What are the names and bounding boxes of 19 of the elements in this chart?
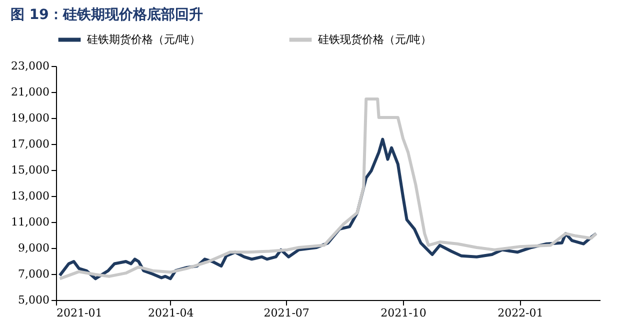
chart-title: 图 19：硅铁期现价格底部回升: [10, 6, 203, 23]
y-tick-label: 5,000: [18, 294, 50, 306]
legend-label: 硅铁期货价格（元/吨）: [86, 32, 201, 46]
y-tick-label: 19,000: [11, 112, 50, 124]
x-tick-label: 2021-01: [56, 306, 102, 320]
y-tick-label: 9,000: [18, 242, 50, 254]
x-tick-label: 2021-04: [148, 306, 194, 320]
y-tick-label: 13,000: [11, 190, 50, 202]
legend-label: 硅铁现货价格（元/吨）: [317, 32, 432, 46]
y-tick-label: 21,000: [11, 86, 50, 98]
x-tick-label: 2022-01: [498, 306, 544, 320]
line-series: [58, 98, 598, 280]
y-tick-label: 7,000: [18, 268, 50, 280]
x-tick-label: 2021-10: [380, 306, 426, 320]
y-tick-label: 23,000: [11, 60, 50, 72]
y-tick-label: 11,000: [11, 216, 50, 228]
y-tick-label: 17,000: [11, 138, 50, 150]
y-tick-label: 15,000: [11, 164, 50, 176]
x-tick-label: 2021-07: [264, 306, 310, 320]
